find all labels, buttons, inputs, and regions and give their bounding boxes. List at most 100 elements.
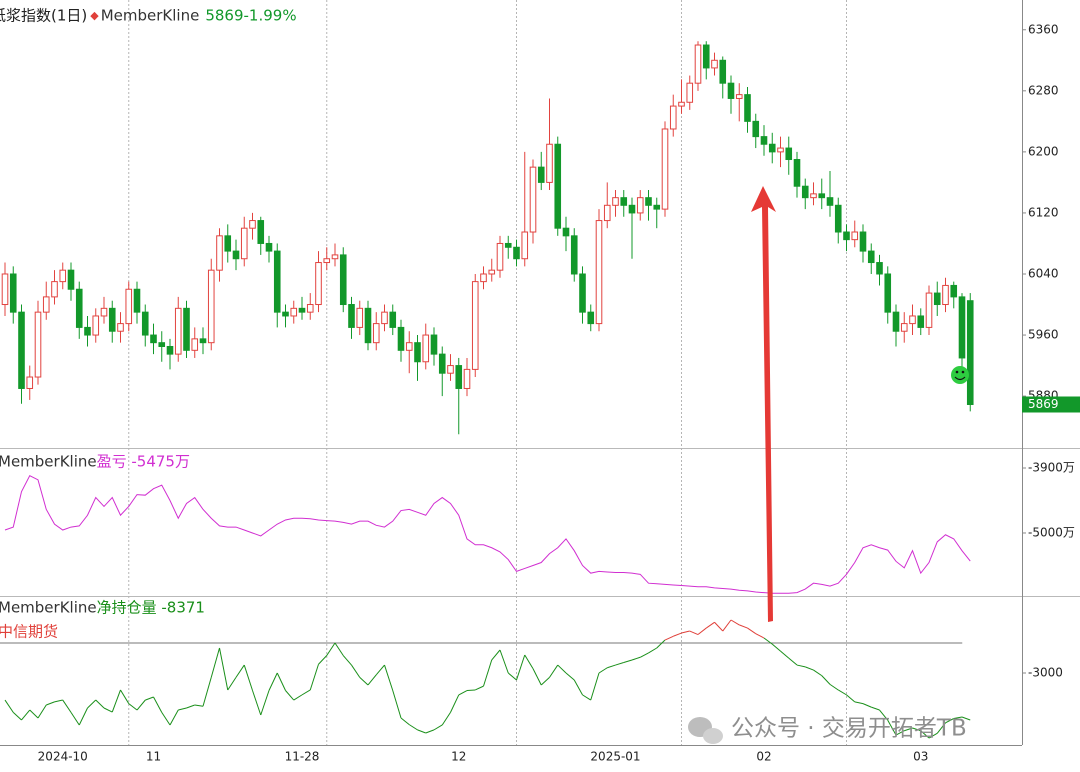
candle-body [711,59,718,69]
line-segment [178,707,187,711]
candle-body [471,281,479,370]
line-segment [367,674,377,686]
line-segment [532,668,542,686]
line-segment [169,709,179,726]
candle-body [950,284,958,298]
candle-body [818,193,826,199]
line-segment [334,642,344,656]
candle-body [702,44,710,69]
line-segment [309,664,319,691]
candle-body [298,307,306,313]
candle-body [224,235,232,252]
line-segment [4,699,14,713]
line-segment [714,621,724,632]
candle-body [587,311,595,325]
y-tick-label: -3000 [1028,666,1063,680]
candle-body [232,250,240,260]
line-segment [829,683,839,691]
candle-body [570,235,578,275]
line-segment [582,694,592,701]
candle-body [397,326,405,351]
line-segment [598,667,608,674]
last-price-box [1022,396,1080,413]
candle-body [108,307,116,332]
x-tick-label: 2025-01 [590,750,640,764]
x-tick-label: 11-28 [285,750,320,764]
line-segment [573,679,583,696]
line-segment [953,716,963,719]
candle-body [438,353,446,374]
line-segment [491,649,501,661]
candle-body [348,304,355,328]
line-segment [219,647,229,691]
candle-body [257,220,265,244]
candle-body [430,334,438,355]
line-segment [499,649,509,674]
line-segment [351,664,361,678]
candle-body [595,220,603,325]
line-segment [771,643,781,652]
line-segment [565,672,575,681]
candle-body [785,147,793,161]
line-segment [763,637,773,645]
line-segment [673,632,682,637]
candle-body [422,334,430,363]
candle-body [183,307,190,351]
grid [128,0,847,745]
x-tick-label: 02 [756,750,771,764]
candle-body [414,342,421,363]
line-segment [854,701,864,705]
candle-body [900,323,908,332]
line-segment [805,666,814,671]
candle-body [661,128,669,210]
candle-body [84,326,91,336]
line-segment [384,664,394,691]
line-segment [342,655,352,666]
line-segment [904,727,913,732]
candle-body [958,296,966,359]
candle-body [364,307,372,344]
line-segment [450,694,460,713]
candle-body [966,300,974,405]
candle-body [191,338,199,351]
line-segment [210,647,220,678]
line-segment [243,664,253,691]
line-segment [400,717,410,726]
y-tick-label: 5960 [1028,328,1059,342]
line-segment [392,690,402,719]
line-segment [441,712,451,726]
candle-body [513,246,520,260]
line-segment [780,650,790,659]
line-segment [730,619,740,626]
candle-body [405,342,413,351]
candle-body [265,242,273,252]
line-segment [136,699,146,711]
line-segment [871,706,880,711]
candle-body [777,147,784,153]
line-segment [821,675,831,685]
line-segment [648,647,658,654]
line-segment [540,677,550,686]
line-segment [417,729,426,734]
line-segment [153,696,163,713]
line-segment [507,672,517,681]
line-segment [475,685,484,691]
candle-body [834,204,842,233]
line-segment [961,716,971,721]
line-segment [920,730,930,739]
indicator-name: MemberKline [101,7,200,25]
line-segment [235,664,245,678]
line-segment [62,699,72,713]
candle-body [892,311,900,332]
candle-body [859,231,867,252]
line-segment [887,720,897,736]
candle-body [546,143,553,183]
line-segment [276,672,286,691]
candle-body [455,365,463,389]
line-segment [945,718,954,724]
panel-label: 净持仓量 -8371 [97,599,205,617]
line-segment [483,659,493,687]
candle-body [760,136,768,145]
line-segment [70,712,80,726]
